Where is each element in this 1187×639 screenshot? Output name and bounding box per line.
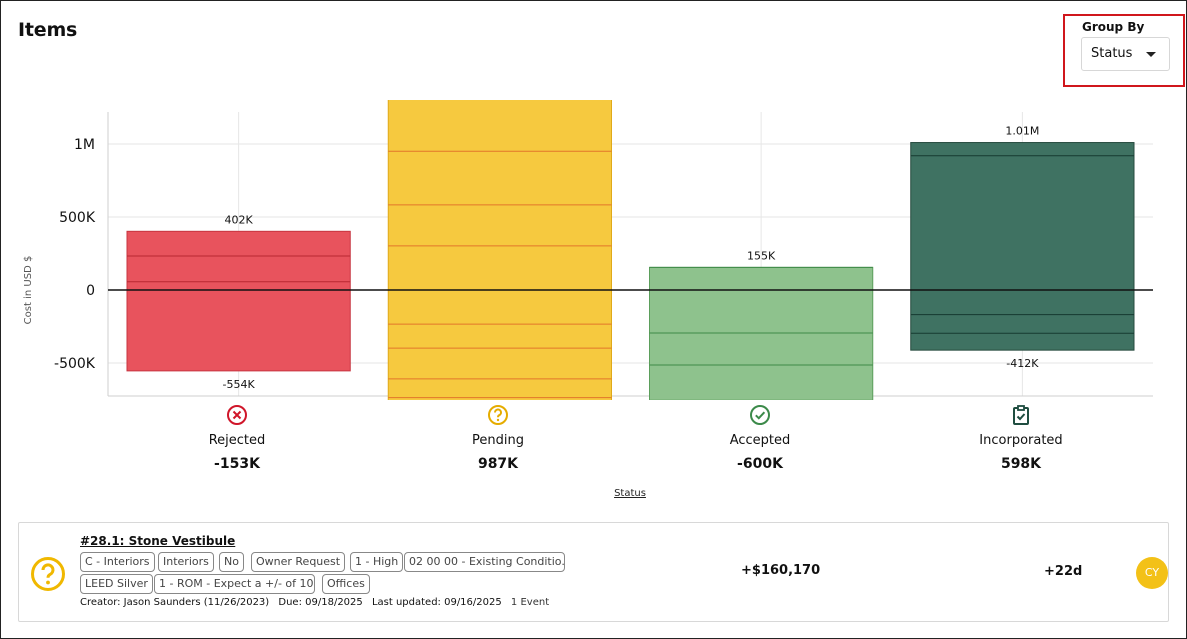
caret-down-icon [1146,52,1156,57]
item-title-link[interactable]: #28.1: Stone Vestibule [80,534,236,548]
tag: LEED Silver [80,574,153,594]
status-rejected[interactable]: Rejected -153K [167,404,307,472]
data-label-positive: 1.01M [1005,125,1039,138]
status-pending[interactable]: Pending 987K [428,404,568,472]
group-by-highlight: Group By Status [1063,14,1185,87]
tag: C - Interiors [80,552,155,572]
y-tick-label: 0 [86,283,95,299]
bar-rejected [126,230,351,372]
last-updated-text: Last updated: 09/16/2025 [371,597,502,608]
data-label-positive: 402K [225,213,254,226]
clipboard-check-icon [1013,405,1029,425]
status-total: -153K [214,456,260,472]
check-circle-icon [750,405,770,425]
bar-incorporated [910,142,1135,351]
status-total: 987K [477,456,519,472]
item-meta: Creator: Jason Saunders (11/26/2023) Due… [80,597,555,608]
y-tick-label: 500K [59,210,96,226]
status-name: Incorporated [979,433,1063,448]
group-by-select[interactable]: Status [1081,37,1170,71]
tag: Owner Request [251,552,346,572]
avatar[interactable]: CY [1136,557,1168,589]
question-circle-icon [31,557,65,591]
y-axis-label: Cost in USD $ [23,256,34,325]
status-name: Rejected [208,433,266,448]
status-total: 598K [1000,456,1042,472]
waterfall-chart: 2M1.5M1M500K0-500K-1MCost in USD $402K-5… [23,100,1153,400]
item-card[interactable]: #28.1: Stone Vestibule C - Interiors Int… [18,522,1169,622]
tag: No [219,552,244,572]
status-name: Pending [472,433,524,448]
tag: Interiors [158,552,214,572]
bar-accepted [649,266,874,400]
status-name: Accepted [729,433,791,448]
due-date-text: Due: 09/18/2025 [278,597,363,608]
page-title: Items [18,19,78,41]
x-axis-label[interactable]: Status [614,488,646,499]
item-cost: +$160,170 [741,563,821,578]
question-circle-icon [488,405,508,425]
creator-text: Creator: Jason Saunders (11/26/2023) [80,597,270,608]
tag: Offices [322,574,370,594]
bar-pending [387,100,612,400]
y-tick-label: 1M [74,137,95,153]
group-by-label: Group By [1082,20,1145,34]
status-accepted[interactable]: Accepted -600K [690,404,830,472]
tag: 1 - High [350,552,404,572]
events-link[interactable]: 1 Event [510,597,550,608]
tag: 02 00 00 - Existing Conditio... [404,552,565,572]
status-incorporated[interactable]: Incorporated 598K [951,404,1091,472]
tag: 1 - ROM - Expect a +/- of 10... [154,574,315,594]
status-total: -600K [737,456,783,472]
data-label-negative: -412K [1006,357,1039,370]
item-days: +22d [1044,564,1083,579]
y-tick-label: -500K [54,356,96,372]
x-circle-icon [227,405,247,425]
group-by-value: Status [1091,46,1133,61]
data-label-negative: -554K [223,378,256,391]
data-label-positive: 155K [747,249,776,262]
